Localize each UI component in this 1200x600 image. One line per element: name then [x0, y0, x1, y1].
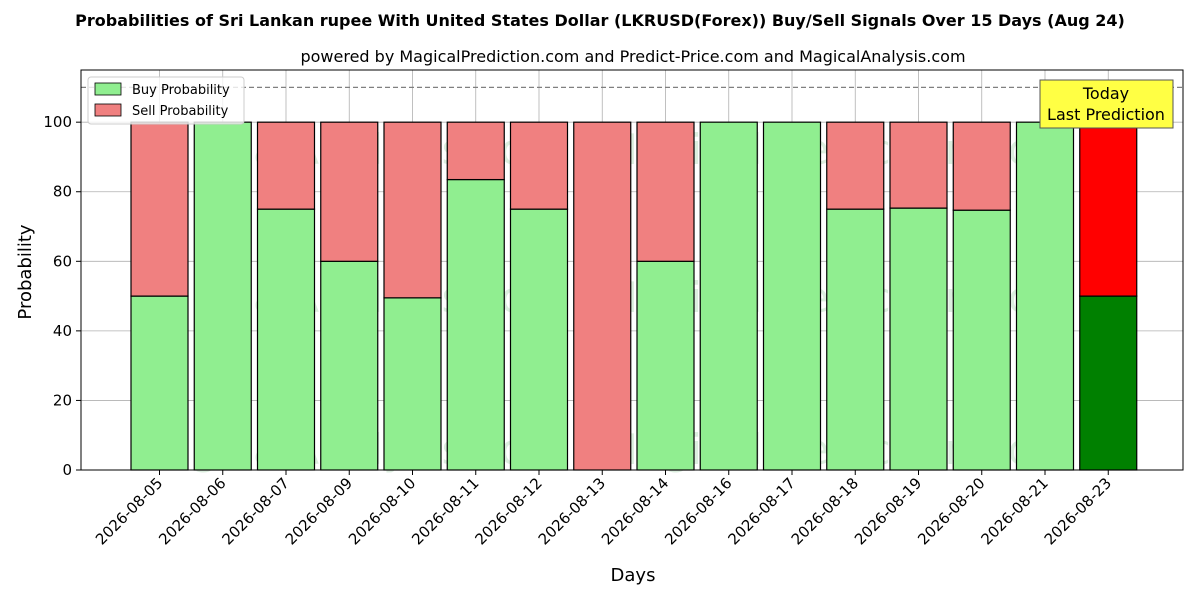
plot-frame [80, 69, 1184, 471]
bar-buy-2026-08-07 [256, 208, 316, 471]
x-tick-label: 2026-08-17 [724, 474, 798, 548]
x-tick-label: 2026-08-19 [851, 474, 925, 548]
bar-sell-2026-08-20 [952, 121, 1011, 211]
x-tick-label: 2026-08-09 [282, 474, 356, 548]
bar-buy-2026-08-16 [699, 121, 758, 471]
x-tick-label: 2026-08-07 [218, 474, 292, 548]
legend-box [87, 76, 245, 125]
bar-sell-2026-08-10 [383, 121, 442, 299]
x-axis-label: Days [611, 565, 656, 586]
bar-sell-2026-08-19 [889, 121, 948, 209]
chart-subtitle: powered by MagicalPrediction.com and Pre… [300, 47, 965, 66]
x-tick-label: 2026-08-10 [345, 474, 419, 548]
x-tick-label: 2026-08-18 [788, 474, 862, 548]
x-tick-label: 2026-08-23 [1041, 474, 1115, 548]
x-tick-label: 2026-08-11 [408, 474, 482, 548]
today-annotation: Today Last Prediction [1039, 79, 1174, 129]
bars [130, 121, 1138, 471]
y-tick-label: 0 [62, 461, 72, 479]
bar-sell-2026-08-13 [573, 121, 632, 471]
x-tick-label: 2026-08-06 [155, 474, 229, 548]
bar-buy-2026-08-14 [636, 260, 695, 471]
legend-label-sell: Sell Probability [132, 104, 229, 119]
x-tick-label: 2026-08-16 [661, 474, 735, 548]
bar-sell-2026-08-18 [826, 121, 885, 210]
bar-sell-2026-08-05 [130, 121, 189, 297]
bar-buy-2026-08-23 [1079, 295, 1138, 471]
bar-buy-2026-08-21 [1015, 121, 1075, 471]
bar-buy-2026-08-12 [509, 208, 569, 471]
bar-buy-2026-08-20 [952, 209, 1011, 471]
x-tick-label: 2026-08-14 [598, 474, 672, 548]
x-tick-label: 2026-08-05 [92, 474, 166, 548]
bar-buy-2026-08-11 [446, 178, 505, 471]
bar-sell-2026-08-14 [636, 121, 695, 262]
chart-title: Probabilities of Sri Lankan rupee With U… [75, 11, 1125, 30]
bar-buy-2026-08-10 [383, 297, 442, 471]
y-axis-ticks: 0 20 40 60 80 100 [43, 113, 81, 479]
bar-sell-2026-08-11 [446, 121, 505, 181]
bar-buy-2026-08-06 [193, 121, 252, 471]
bar-sell-2026-08-12 [509, 121, 569, 210]
x-tick-label: 2026-08-21 [977, 474, 1051, 548]
bar-sell-2026-08-09 [320, 121, 379, 262]
legend-swatch-sell [94, 103, 122, 117]
x-tick-label: 2026-08-20 [914, 474, 988, 548]
today-annotation-line1: Today [1082, 84, 1129, 103]
bar-buy-2026-08-05 [130, 295, 189, 471]
bar-buy-2026-08-18 [826, 208, 885, 471]
y-tick-label: 40 [53, 322, 72, 340]
x-tick-label: 2026-08-13 [535, 474, 609, 548]
legend: Buy Probability Sell Probability [87, 76, 245, 125]
x-axis-ticks: 2026-08-052026-08-062026-08-072026-08-09… [92, 470, 1115, 548]
y-tick-label: 100 [43, 113, 72, 131]
bar-buy-2026-08-09 [320, 260, 379, 471]
legend-label-buy: Buy Probability [132, 83, 230, 98]
bar-sell-2026-08-07 [256, 121, 316, 210]
y-tick-label: 60 [53, 252, 72, 270]
y-tick-label: 80 [53, 183, 72, 201]
legend-swatch-buy [94, 82, 122, 96]
today-annotation-line2: Last Prediction [1047, 105, 1165, 124]
y-axis-label: Probability [15, 224, 36, 319]
y-tick-label: 20 [53, 391, 72, 409]
x-tick-label: 2026-08-12 [471, 474, 545, 548]
bar-sell-2026-08-23 [1079, 121, 1138, 297]
bar-buy-2026-08-19 [889, 207, 948, 471]
bar-buy-2026-08-17 [762, 121, 822, 471]
today-annotation-box [1039, 79, 1174, 129]
